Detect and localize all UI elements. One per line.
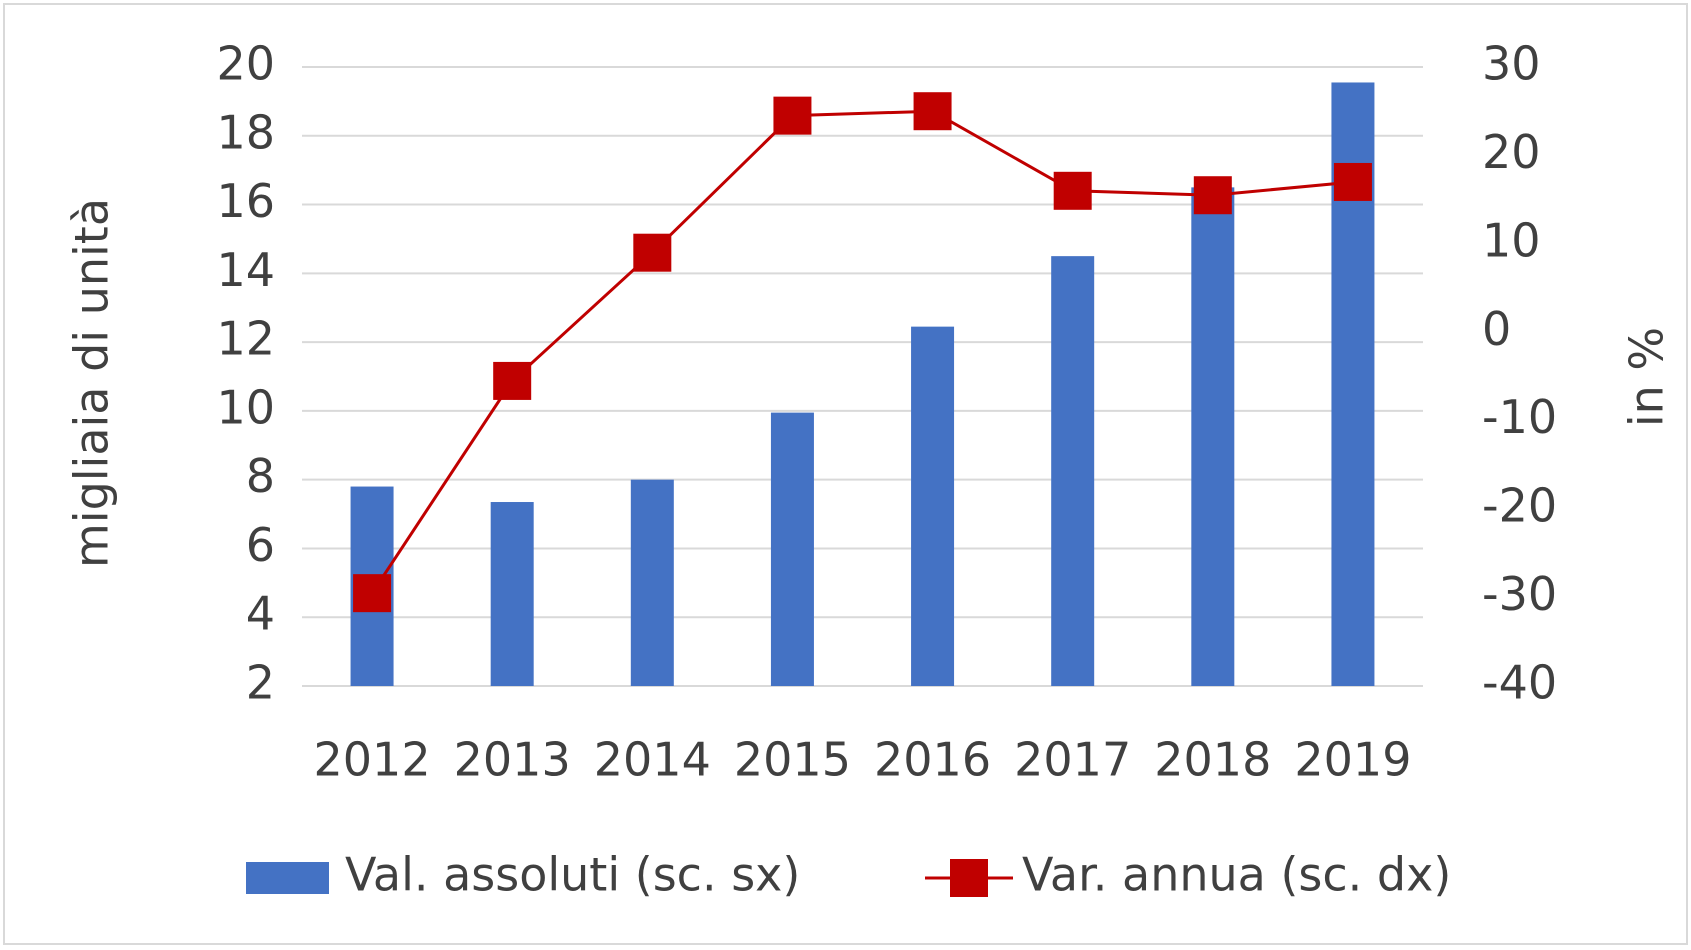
bar bbox=[770, 412, 814, 686]
marker bbox=[493, 361, 532, 400]
y2-tick-label: -40 bbox=[1482, 656, 1557, 710]
y2-tick-label: 0 bbox=[1482, 302, 1511, 356]
bar bbox=[1191, 187, 1235, 686]
y-tick-label: 8 bbox=[246, 449, 275, 503]
marker bbox=[1333, 162, 1372, 201]
x-tick-label: 2014 bbox=[594, 733, 711, 787]
y-tick-label: 12 bbox=[216, 312, 275, 366]
y-axis-label: migliaia di unità bbox=[65, 198, 119, 568]
y2-tick-label: -20 bbox=[1482, 479, 1557, 533]
x-tick-label: 2018 bbox=[1154, 733, 1271, 787]
marker bbox=[913, 92, 952, 131]
y2-tick-label: -10 bbox=[1482, 390, 1557, 444]
legend-swatch bbox=[950, 859, 988, 897]
chart-border bbox=[3, 3, 1688, 945]
y2-tick-label: 20 bbox=[1482, 125, 1541, 179]
y2-tick-label: 30 bbox=[1482, 37, 1541, 91]
legend-swatch bbox=[246, 862, 329, 894]
y-tick-label: 6 bbox=[246, 518, 275, 572]
x-tick-label: 2015 bbox=[734, 733, 851, 787]
marker bbox=[633, 233, 672, 272]
legend-label: Val. assoluti (sc. sx) bbox=[345, 848, 800, 902]
legend-label: Var. annua (sc. dx) bbox=[1022, 848, 1451, 902]
x-tick-label: 2017 bbox=[1014, 733, 1131, 787]
y-tick-label: 14 bbox=[216, 243, 275, 297]
bar bbox=[630, 479, 674, 686]
marker bbox=[353, 574, 392, 613]
y2-axis-label: in % bbox=[1620, 327, 1674, 427]
marker bbox=[1193, 176, 1232, 215]
y-tick-label: 20 bbox=[216, 37, 275, 91]
bar bbox=[490, 502, 534, 686]
x-tick-label: 2016 bbox=[874, 733, 991, 787]
marker bbox=[773, 96, 812, 135]
y-tick-label: 2 bbox=[246, 656, 275, 710]
y-tick-label: 16 bbox=[216, 174, 275, 228]
marker bbox=[1053, 171, 1092, 210]
x-tick-label: 2012 bbox=[314, 733, 431, 787]
y2-tick-label: -30 bbox=[1482, 567, 1557, 621]
bar bbox=[1051, 256, 1095, 686]
y-tick-label: 4 bbox=[246, 587, 275, 641]
x-tick-label: 2019 bbox=[1294, 733, 1411, 787]
line bbox=[370, 109, 1354, 594]
x-tick-label: 2013 bbox=[454, 733, 571, 787]
bar bbox=[911, 326, 955, 686]
y-tick-label: 18 bbox=[216, 105, 275, 159]
y-tick-label: 10 bbox=[216, 380, 275, 434]
y2-tick-label: 10 bbox=[1482, 213, 1541, 267]
